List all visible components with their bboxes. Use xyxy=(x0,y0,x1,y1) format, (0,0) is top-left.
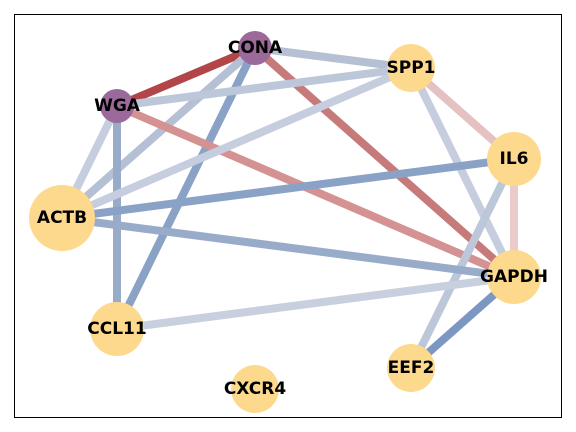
node-il6: IL6 xyxy=(487,132,541,186)
node-circle-eef2 xyxy=(387,344,435,392)
node-cxcr4: CXCR4 xyxy=(224,365,287,413)
node-circle-spp1 xyxy=(387,44,435,92)
edge-wga-spp1 xyxy=(116,64,412,110)
edge-wga-gapdh xyxy=(115,102,516,281)
edge-il6-actb xyxy=(61,155,515,222)
edge-spp1-gapdh xyxy=(407,66,518,279)
node-label-cxcr4: CXCR4 xyxy=(224,379,287,399)
edge-spp1-actb xyxy=(60,64,413,222)
node-circle-cona xyxy=(238,31,272,65)
node-eef2: EEF2 xyxy=(387,344,435,392)
node-label-eef2: EEF2 xyxy=(388,358,435,378)
node-wga: WGA xyxy=(94,89,141,123)
node-cona: CONA xyxy=(228,31,283,65)
edge-ccl11-gapdh xyxy=(116,273,515,333)
node-ccl11: CCL11 xyxy=(87,302,147,356)
node-circle-ccl11 xyxy=(90,302,144,356)
node-label-wga: WGA xyxy=(94,96,141,116)
node-label-cona: CONA xyxy=(228,38,283,58)
node-circle-il6 xyxy=(487,132,541,186)
node-actb: ACTB xyxy=(29,185,95,251)
edge-il6-eef2 xyxy=(407,157,518,370)
node-spp1: SPP1 xyxy=(387,44,436,92)
node-label-gapdh: GAPDH xyxy=(480,267,548,287)
node-gapdh: GAPDH xyxy=(480,250,548,304)
node-circle-cxcr4 xyxy=(231,365,279,413)
edge-cona-actb xyxy=(59,44,258,222)
node-circle-actb xyxy=(29,185,95,251)
node-label-actb: ACTB xyxy=(37,208,87,228)
edge-cona-spp1 xyxy=(254,44,412,72)
edge-actb-gapdh xyxy=(61,214,515,281)
edge-cona-wga xyxy=(115,44,257,110)
nodes-layer: CONA SPP1 WGA IL6 ACTB GAPDH CCL11 EEF2 CXCR4 xyxy=(29,31,548,413)
node-label-il6: IL6 xyxy=(500,149,529,169)
node-circle-wga xyxy=(100,89,134,123)
node-label-ccl11: CCL11 xyxy=(87,319,146,339)
node-circle-gapdh xyxy=(487,250,541,304)
node-label-spp1: SPP1 xyxy=(387,58,436,78)
